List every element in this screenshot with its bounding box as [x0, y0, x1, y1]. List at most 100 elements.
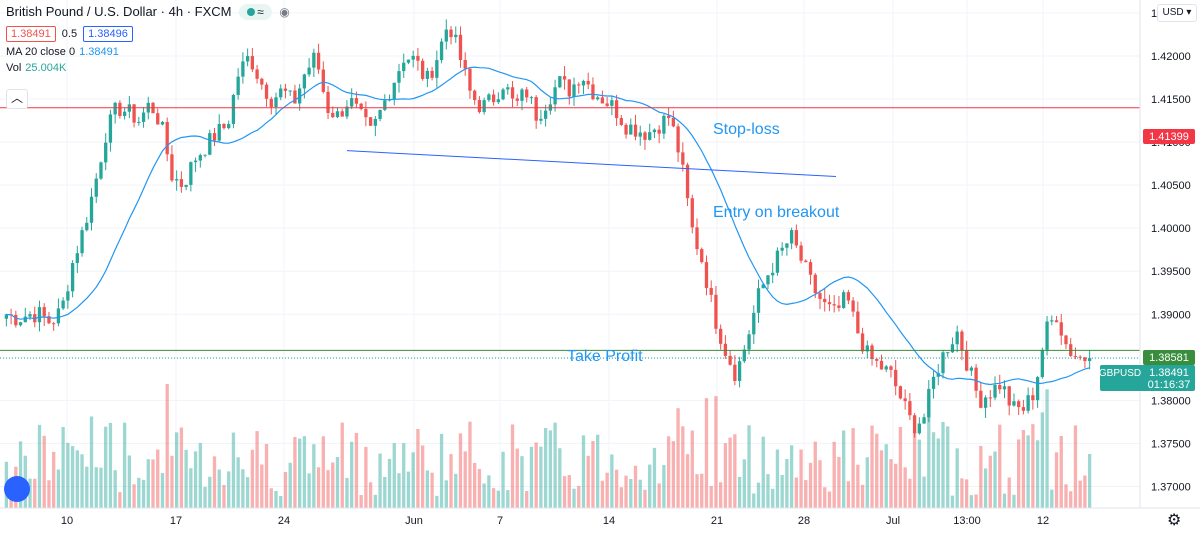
- candle-body: [23, 316, 27, 323]
- buy-price-button[interactable]: 1.38496: [83, 26, 133, 42]
- volume-bar: [577, 485, 581, 508]
- take-profit-annotation[interactable]: Take Profit: [567, 348, 643, 365]
- volume-bar: [75, 450, 79, 508]
- volume-bar: [331, 462, 335, 508]
- volume-bar: [605, 472, 609, 508]
- entry-annotation[interactable]: Entry on breakout: [713, 204, 840, 221]
- candle-body: [75, 253, 79, 264]
- candle-body: [927, 388, 931, 418]
- candle-body: [662, 115, 666, 134]
- volume-bar: [1007, 477, 1011, 508]
- volume-bar: [690, 430, 694, 508]
- volume-bar: [771, 488, 775, 508]
- chevron-up-icon[interactable]: ︿: [6, 89, 28, 109]
- volume-bar: [823, 487, 827, 508]
- volume-bar: [671, 441, 676, 508]
- bid-ask-row: 1.38491 0.5 1.38496: [6, 26, 290, 42]
- volume-bar: [1035, 440, 1040, 508]
- candle-body: [766, 275, 770, 285]
- volume-bar: [70, 446, 75, 508]
- market-status-pill[interactable]: ≈: [239, 4, 272, 20]
- volume-bar: [799, 449, 803, 508]
- currency-selector[interactable]: USD ▾: [1157, 4, 1197, 22]
- candle-body: [983, 397, 988, 408]
- volume-bar: [151, 459, 155, 508]
- candle-body: [979, 390, 983, 408]
- sell-price-button[interactable]: 1.38491: [6, 26, 56, 42]
- candle-body: [118, 102, 122, 116]
- candle-body: [141, 112, 146, 122]
- candle-body: [534, 97, 538, 121]
- candle-body: [397, 71, 401, 83]
- candle-body: [572, 84, 576, 97]
- candle-body: [761, 284, 765, 289]
- candle-body: [1087, 358, 1092, 362]
- volume-bar: [335, 457, 340, 508]
- volume-bar: [813, 441, 817, 508]
- candle-body: [113, 102, 117, 115]
- candle-body: [908, 401, 912, 416]
- eye-icon[interactable]: ◉: [279, 5, 290, 19]
- volume-bar: [865, 457, 869, 508]
- candle-body: [577, 84, 581, 86]
- ma-legend-row[interactable]: MA 20 close 0 1.38491: [6, 46, 290, 58]
- candle-body: [378, 109, 382, 119]
- candle-body: [122, 111, 127, 116]
- tradingview-logo-icon[interactable]: [4, 476, 30, 502]
- candle-body: [175, 179, 179, 181]
- candle-body: [269, 98, 273, 107]
- volume-bar: [1050, 489, 1054, 508]
- volume-bar: [1087, 453, 1092, 508]
- candle-body: [941, 352, 945, 374]
- volume-bar: [993, 451, 997, 508]
- volume-bar: [208, 476, 212, 508]
- volume-bar: [28, 478, 32, 508]
- candle-body: [406, 59, 411, 63]
- grid: [0, 0, 1140, 508]
- symbol-title[interactable]: British Pound / U.S. Dollar: [6, 4, 158, 19]
- candle-body: [61, 300, 65, 309]
- volume-bar: [132, 484, 136, 508]
- candle-body: [255, 69, 259, 79]
- candle-body: [66, 291, 70, 301]
- candle-body: [217, 123, 221, 141]
- candle-body: [28, 314, 32, 317]
- volume-bar: [662, 464, 666, 508]
- candle-body: [714, 294, 718, 329]
- candle-body: [203, 154, 207, 156]
- candle-body: [567, 79, 571, 97]
- candle-body: [425, 70, 430, 79]
- candle-body: [231, 94, 236, 124]
- volume-bar: [104, 426, 108, 508]
- candle-body: [326, 91, 330, 113]
- volume-bar: [766, 474, 770, 508]
- candle-body: [132, 104, 136, 123]
- candle-body: [312, 52, 316, 68]
- volume-bar: [316, 467, 321, 508]
- volume-bar: [747, 425, 751, 508]
- candle-body: [335, 111, 340, 118]
- volume-legend-row[interactable]: Vol 25.004K: [6, 62, 290, 74]
- volume-bar: [94, 467, 98, 508]
- volume-bar: [1054, 452, 1059, 508]
- candle-body: [841, 292, 846, 308]
- exchange-label: FXCM: [194, 4, 232, 19]
- candle-body: [487, 94, 491, 101]
- volume-bar: [931, 432, 936, 508]
- volume-bar: [709, 485, 713, 508]
- candle-body: [307, 67, 311, 75]
- candle-body: [368, 117, 373, 126]
- candle-body: [629, 124, 633, 135]
- spread-value: 0.5: [61, 28, 78, 40]
- support-trendline: [346, 150, 837, 178]
- candle-body: [775, 250, 780, 273]
- volume-bar: [454, 473, 458, 508]
- gear-icon[interactable]: ⚙: [1167, 512, 1182, 529]
- candle-body: [586, 80, 590, 85]
- stop-loss-annotation[interactable]: Stop-loss: [713, 121, 780, 138]
- price-tick-label: 1.41500: [1151, 94, 1191, 106]
- volume-bar: [122, 422, 127, 508]
- interval-label[interactable]: 4h: [168, 4, 184, 19]
- volume-bar: [1083, 475, 1087, 508]
